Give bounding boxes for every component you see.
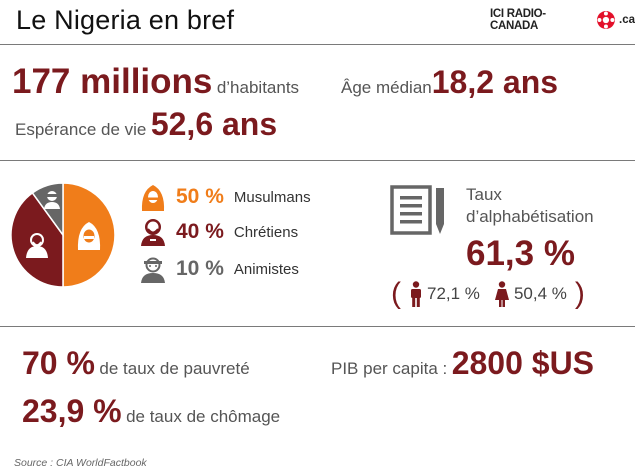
legend-pct-animist: 10 % (176, 257, 224, 280)
religion-legend: 50 % Musulmans 40 % Chrétiens 10 % Animi… (140, 181, 311, 287)
literacy-value: 61,3 % (466, 234, 575, 273)
legend-item-christian: 40 % Chrétiens (140, 213, 311, 251)
poverty-label: de taux de pauvreté (99, 359, 250, 378)
unemployment-block: 23,9 % de taux de chômage (22, 393, 280, 430)
religion-pie-chart (10, 182, 116, 288)
population-value: 177 millions (12, 62, 213, 101)
gdp-value: 2800 $US (451, 345, 595, 381)
literacy-gender-breakdown: ( 72,1 % 50,4 % ) (391, 279, 585, 309)
close-paren-icon: ) (574, 277, 585, 310)
radio-canada-logo: ICI RADIO-CANADA .ca (490, 8, 635, 32)
christian-man-icon (141, 219, 165, 246)
legend-item-muslim: 50 % Musulmans (140, 181, 311, 213)
life-expectancy-label: Espérance de vie (15, 120, 147, 139)
literacy-label: Taux d’alphabétisation (466, 184, 594, 228)
life-expectancy-block: Espérance de vie 52,6 ans (15, 106, 277, 143)
poverty-block: 70 % de taux de pauvreté (22, 345, 250, 382)
pie-animist-figure-icon (44, 191, 60, 209)
divider-middle-bottom (0, 326, 635, 327)
population-label: d’habitants (216, 78, 300, 97)
source-note: Source : CIA WorldFactbook (14, 457, 147, 469)
legend-label-animist: Animistes (233, 260, 299, 278)
literacy-female-value: 50,4 % (513, 284, 567, 303)
open-paren-icon: ( (391, 277, 401, 310)
unemployment-label: de taux de chômage (126, 407, 281, 426)
page-title: Le Nigeria en bref (16, 5, 235, 35)
literacy-label-line1: Taux (466, 185, 502, 204)
pie-muslim-figure-icon (77, 222, 101, 250)
logo-text: ICI RADIO-CANADA (490, 8, 546, 32)
median-age-value: 18,2 ans (431, 64, 559, 100)
gdp-label: PIB per capita : (331, 359, 448, 378)
animist-man-icon (141, 257, 165, 283)
life-expectancy-value: 52,6 ans (150, 106, 278, 142)
pie-christian-figure-icon (26, 233, 48, 258)
unemployment-value: 23,9 % (22, 393, 122, 429)
literacy-male-value: 72,1 % (427, 284, 480, 303)
muslim-woman-icon (141, 185, 165, 211)
literacy-label-line2: d’alphabétisation (466, 207, 594, 226)
male-figure-icon (411, 281, 421, 307)
median-age-block: Âge médian18,2 ans (341, 64, 558, 101)
legend-label-christian: Chrétiens (233, 223, 299, 241)
legend-item-animist: 10 % Animistes (140, 251, 311, 287)
population-block: 177 millions d’habitants (12, 62, 299, 102)
divider-middle-top (0, 160, 635, 161)
gdp-block: PIB per capita : 2800 $US (331, 345, 594, 382)
document-pencil-icon (390, 185, 444, 235)
female-figure-icon (494, 281, 509, 307)
legend-pct-christian: 40 % (176, 220, 224, 243)
legend-label-muslim: Musulmans (233, 188, 311, 206)
logo-suffix: .ca (619, 14, 635, 26)
divider-top (0, 44, 635, 45)
poverty-value: 70 % (22, 345, 95, 381)
radio-canada-gem-icon (597, 11, 616, 29)
median-age-label: Âge médian (341, 78, 432, 97)
legend-pct-muslim: 50 % (176, 185, 224, 208)
